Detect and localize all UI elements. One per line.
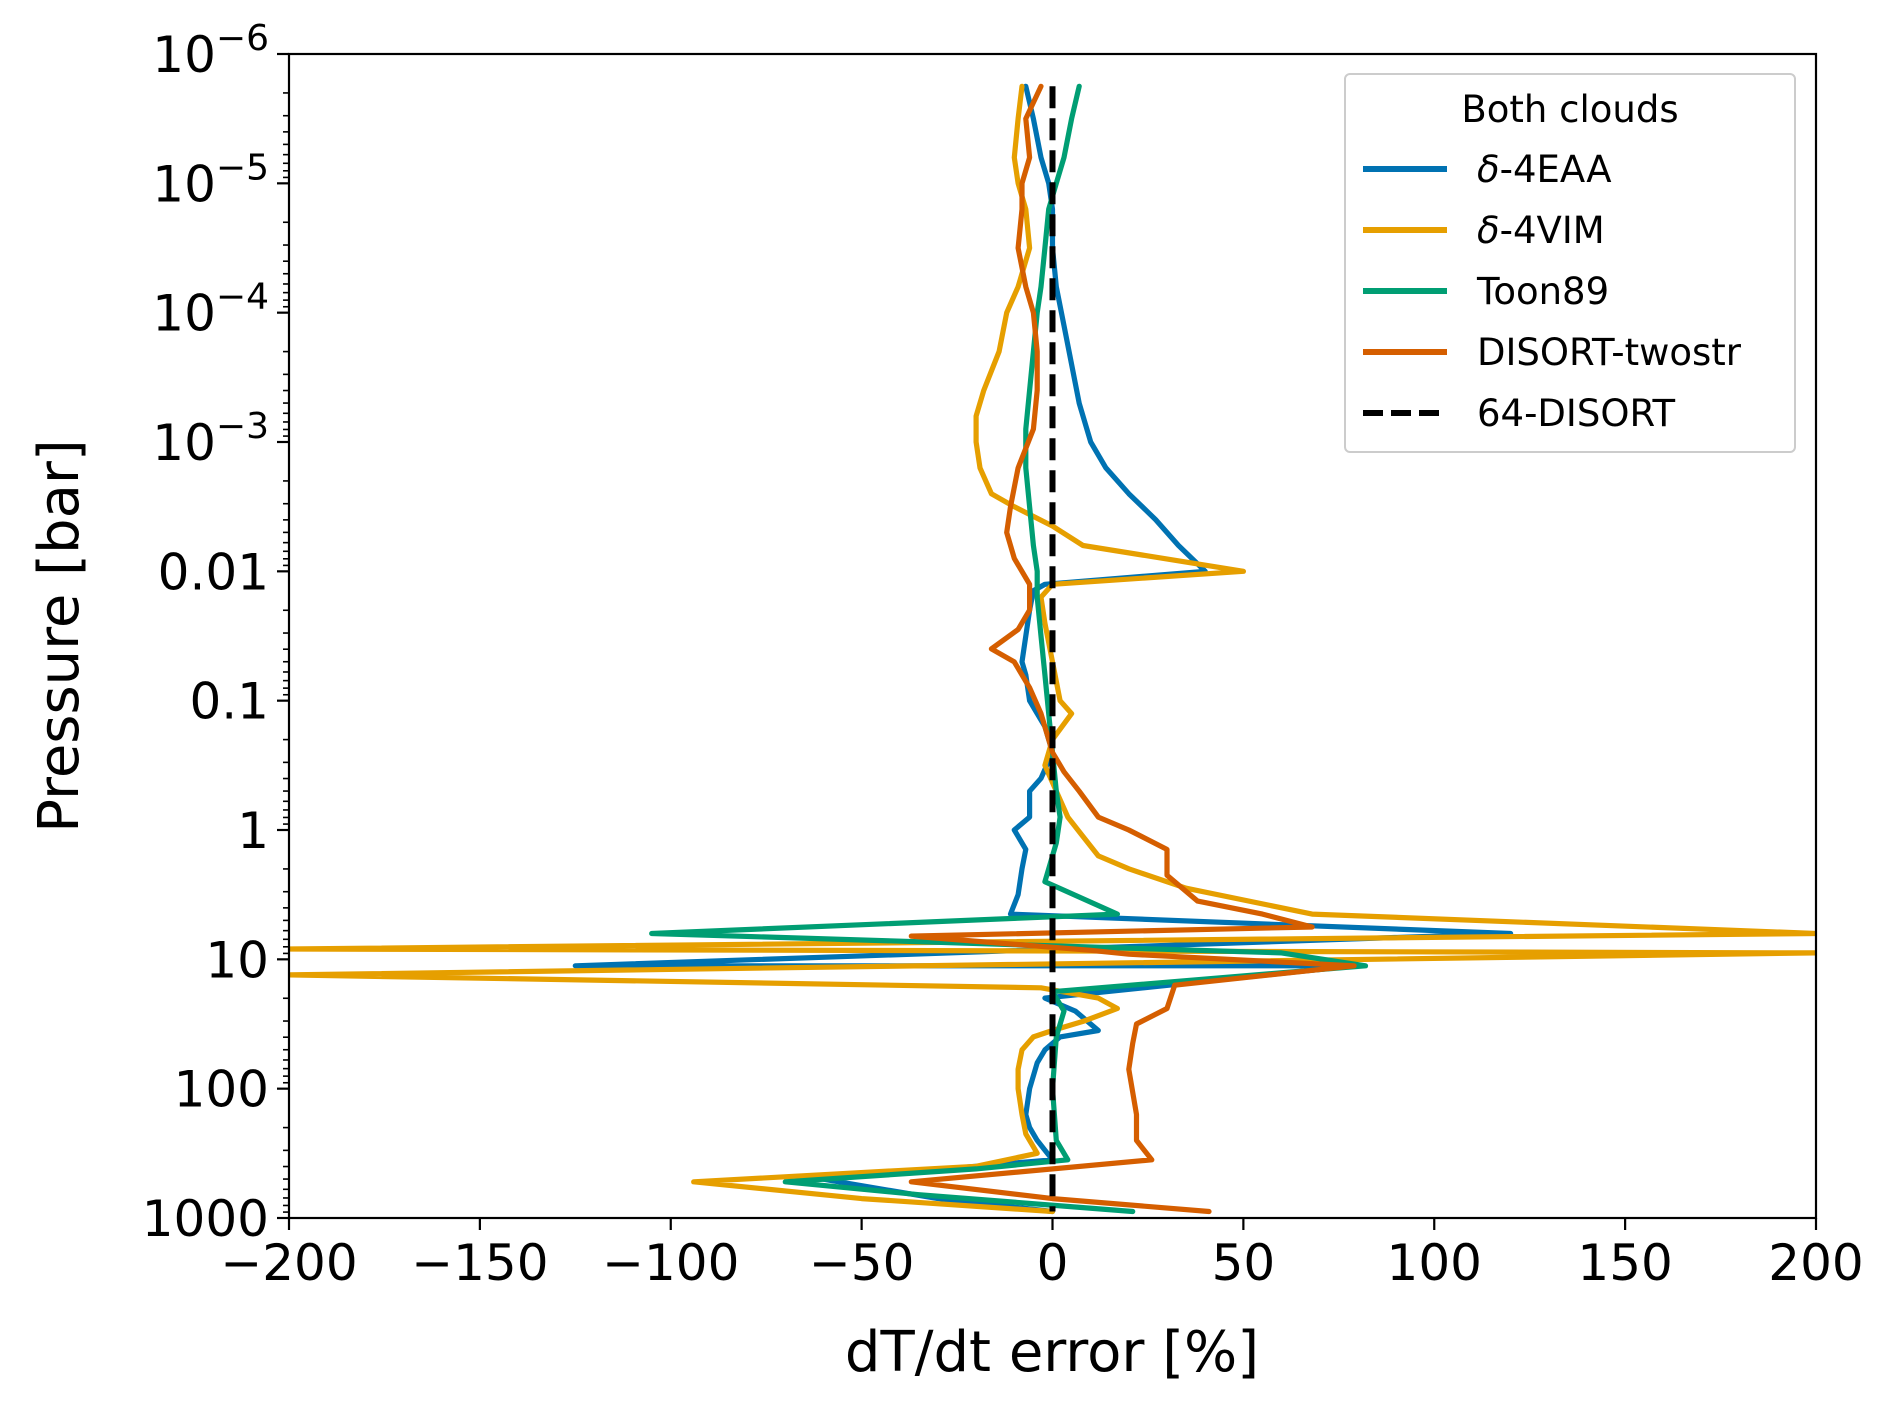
legend-title: Both clouds <box>1461 88 1678 131</box>
y-tick-label: 0.01 <box>158 543 269 601</box>
legend-label: Toon89 <box>1476 270 1609 313</box>
x-tick-label: −50 <box>809 1234 915 1292</box>
legend-box <box>1344 73 1796 453</box>
legend-label: δ-4VIM <box>1477 209 1605 252</box>
legend-label: DISORT-twostr <box>1477 331 1742 374</box>
x-tick-label: −150 <box>411 1234 548 1292</box>
x-tick-label: −100 <box>602 1234 739 1292</box>
y-tick-label: 10−3 <box>152 406 269 472</box>
x-tick-label: 150 <box>1577 1234 1672 1292</box>
series-layer <box>289 83 1816 1215</box>
series-line-3 <box>908 83 1357 1215</box>
y-tick-label: 0.1 <box>189 673 269 731</box>
legend: Both clouds δ-4EAA δ-4VIM Toon89 DISORT-two… <box>1344 73 1796 453</box>
x-tick-label: 0 <box>1037 1234 1069 1292</box>
x-tick-label: −200 <box>220 1234 357 1292</box>
x-tick-label: 100 <box>1387 1234 1482 1292</box>
x-tick-label: 50 <box>1212 1234 1276 1292</box>
legend-label: 64-DISORT <box>1477 392 1675 435</box>
legend-label: δ-4EAA <box>1477 148 1612 191</box>
y-tick-label: 10−4 <box>152 277 269 343</box>
y-tick-label: 10−6 <box>152 18 269 84</box>
x-axis: −200 −150 −100 −50 0 50 100 150 200 <box>220 1218 1864 1292</box>
y-tick-label: 1 <box>237 802 269 860</box>
legend-entries: δ-4EAA δ-4VIM Toon89 DISORT-twostr 64-DISORT <box>1363 148 1742 435</box>
y-axis: 10−6 10−5 10−4 10−3 0.01 0.1 1 10 100 1000 <box>142 18 289 1248</box>
y-tick-label: 10 <box>205 931 269 989</box>
y-axis-title: Pressure [bar] <box>27 439 92 833</box>
y-tick-label: 1000 <box>142 1190 269 1248</box>
x-axis-title: dT/dt error [%] <box>845 1320 1259 1385</box>
x-tick-label: 200 <box>1768 1234 1863 1292</box>
y-tick-label: 10−5 <box>152 147 269 213</box>
y-tick-label: 100 <box>174 1061 269 1119</box>
